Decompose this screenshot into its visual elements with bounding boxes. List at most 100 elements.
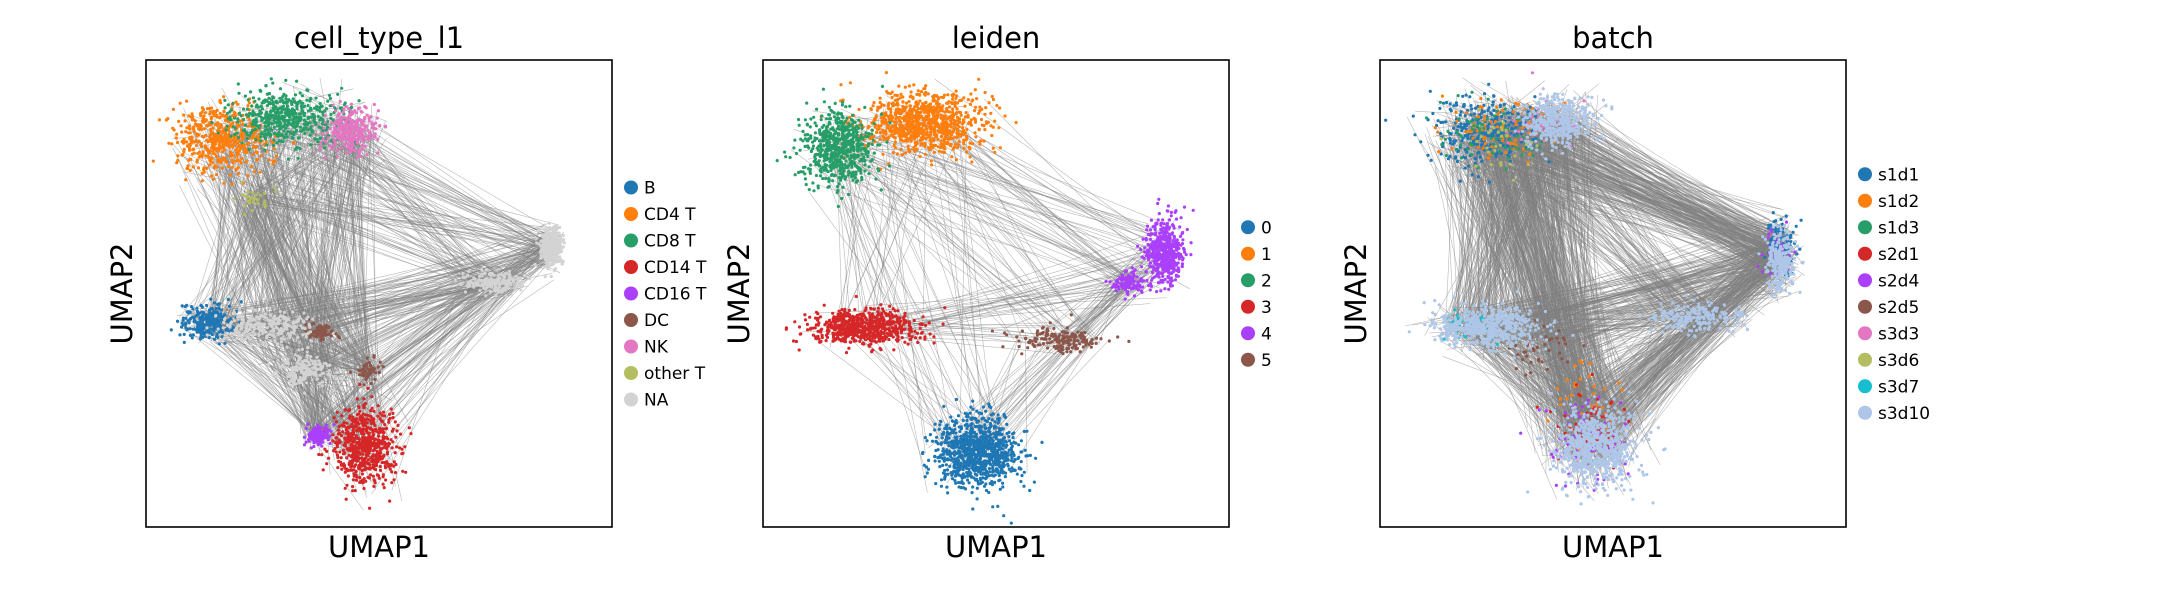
data-point bbox=[328, 372, 332, 377]
data-point bbox=[268, 313, 272, 317]
data-point bbox=[269, 339, 273, 343]
graph-edge bbox=[885, 100, 1002, 440]
data-point bbox=[216, 322, 220, 326]
data-point bbox=[231, 101, 235, 105]
data-point bbox=[300, 94, 305, 98]
data-point bbox=[191, 307, 195, 311]
data-point bbox=[928, 433, 933, 437]
data-point bbox=[223, 341, 227, 345]
data-point bbox=[303, 366, 307, 370]
data-point bbox=[391, 416, 395, 420]
data-point bbox=[342, 107, 346, 111]
data-point bbox=[296, 359, 300, 363]
data-point bbox=[372, 409, 376, 413]
data-point bbox=[342, 463, 347, 467]
graph-edge bbox=[245, 202, 301, 369]
data-point bbox=[274, 99, 278, 103]
data-point bbox=[265, 99, 269, 103]
graph-edge bbox=[974, 145, 1181, 231]
data-point bbox=[211, 317, 215, 321]
data-point bbox=[295, 103, 299, 107]
data-point bbox=[309, 143, 313, 147]
data-point bbox=[264, 312, 268, 316]
data-point bbox=[374, 446, 378, 450]
graph-edge bbox=[293, 145, 358, 391]
data-point bbox=[184, 322, 188, 326]
data-point bbox=[237, 315, 241, 319]
data-point bbox=[373, 481, 377, 485]
data-point bbox=[275, 374, 279, 378]
data-point bbox=[195, 306, 199, 310]
data-point bbox=[527, 277, 532, 281]
data-point bbox=[308, 363, 312, 367]
graph-edge bbox=[205, 160, 314, 372]
graph-edge bbox=[262, 283, 489, 316]
data-point bbox=[282, 92, 286, 96]
data-point bbox=[543, 243, 547, 247]
data-point bbox=[346, 426, 350, 430]
data-point bbox=[358, 409, 362, 413]
data-point bbox=[361, 449, 365, 453]
data-point bbox=[244, 130, 248, 134]
data-point bbox=[360, 138, 364, 142]
data-point bbox=[228, 318, 232, 322]
data-point bbox=[351, 449, 356, 453]
data-point bbox=[221, 314, 225, 319]
data-point bbox=[164, 118, 168, 122]
data-point bbox=[268, 127, 272, 131]
data-point bbox=[250, 314, 254, 318]
data-point bbox=[321, 137, 325, 141]
data-point bbox=[357, 99, 361, 103]
data-point bbox=[376, 414, 380, 418]
data-point bbox=[331, 103, 335, 107]
data-point bbox=[188, 333, 192, 337]
data-point bbox=[288, 379, 292, 384]
graph-edge bbox=[274, 287, 486, 323]
data-point bbox=[254, 150, 258, 154]
data-point bbox=[217, 143, 221, 147]
data-point bbox=[196, 323, 200, 327]
data-point bbox=[239, 327, 243, 331]
data-point bbox=[223, 135, 227, 139]
data-point bbox=[281, 117, 285, 121]
data-point bbox=[219, 328, 223, 332]
data-point bbox=[241, 332, 245, 336]
data-point bbox=[292, 366, 296, 370]
data-point bbox=[260, 118, 264, 122]
axes-frame bbox=[145, 59, 613, 528]
data-point bbox=[288, 374, 292, 378]
data-point bbox=[216, 131, 220, 135]
data-point bbox=[217, 342, 221, 346]
data-point bbox=[217, 160, 221, 164]
data-point bbox=[363, 144, 367, 148]
data-point bbox=[325, 449, 329, 453]
data-point bbox=[296, 354, 300, 358]
data-point bbox=[354, 469, 358, 474]
data-point bbox=[1019, 439, 1024, 443]
data-point bbox=[288, 130, 292, 134]
data-point bbox=[370, 395, 374, 399]
data-point bbox=[946, 472, 950, 476]
data-point bbox=[557, 242, 561, 246]
data-point bbox=[368, 132, 372, 136]
data-point bbox=[367, 466, 371, 470]
data-point bbox=[190, 324, 194, 329]
data-point bbox=[175, 132, 179, 136]
graph-edge bbox=[317, 357, 364, 376]
data-point bbox=[255, 120, 259, 124]
data-point bbox=[277, 121, 281, 125]
data-point bbox=[378, 411, 382, 415]
data-point bbox=[229, 134, 233, 138]
data-point bbox=[302, 359, 307, 363]
data-point bbox=[265, 133, 269, 137]
data-point bbox=[366, 426, 370, 430]
graph-edge bbox=[339, 284, 520, 445]
legend-label: CD14 T bbox=[644, 258, 707, 278]
data-point bbox=[346, 440, 350, 444]
data-point bbox=[299, 324, 303, 328]
graph-edge bbox=[372, 283, 477, 366]
graph-edge bbox=[985, 285, 1135, 441]
data-point bbox=[236, 145, 241, 149]
data-point bbox=[259, 111, 263, 116]
